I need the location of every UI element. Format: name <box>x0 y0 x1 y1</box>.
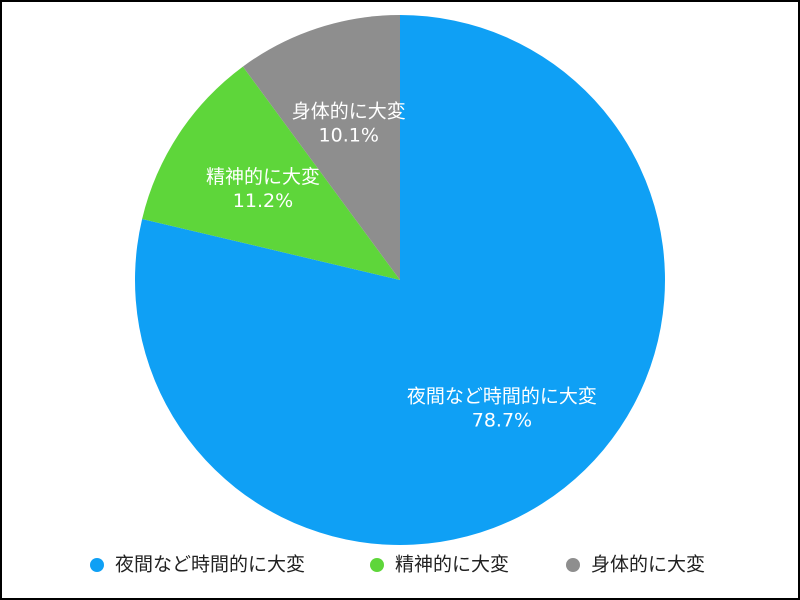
slice-value: 11.2% <box>233 190 293 212</box>
slice-label: 精神的に大変 <box>206 166 320 188</box>
legend-swatch <box>90 558 104 572</box>
pie-slice <box>134 15 665 546</box>
slice-label: 身体的に大変 <box>292 100 406 122</box>
legend-label: 身体的に大変 <box>591 554 705 576</box>
pie-slice <box>242 15 400 280</box>
slice-value: 78.7% <box>472 409 532 431</box>
legend-label: 夜間など時間的に大変 <box>115 554 305 576</box>
slice-value: 10.1% <box>319 124 379 146</box>
slice-label: 夜間など時間的に大変 <box>407 385 597 407</box>
pie-slice <box>142 66 400 280</box>
legend-swatch <box>370 558 384 572</box>
legend-label: 精神的に大変 <box>395 554 509 576</box>
legend-swatch <box>566 558 580 572</box>
